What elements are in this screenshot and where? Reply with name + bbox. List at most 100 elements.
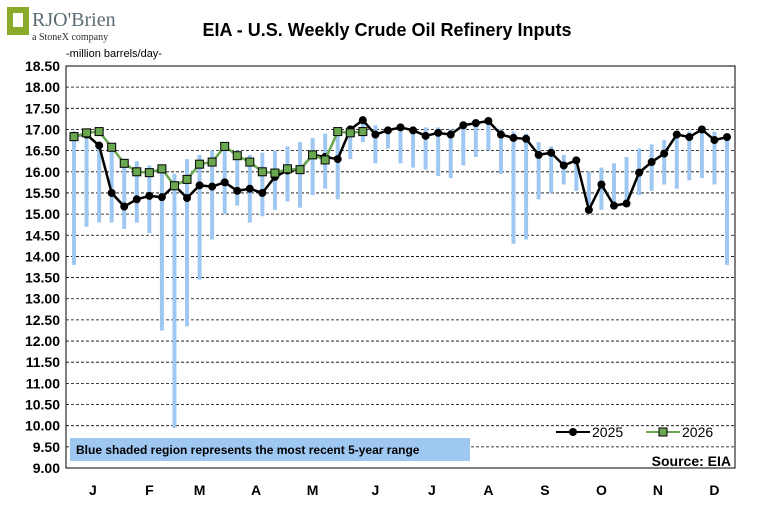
y-tick-label: 15.50 <box>25 185 60 201</box>
point-2026 <box>333 127 343 137</box>
y-tick-label: 9.00 <box>33 460 60 476</box>
point-2025 <box>710 136 719 145</box>
point-2026 <box>144 168 154 178</box>
y-tick-label: 11.50 <box>26 354 60 370</box>
y-tick-label: 15.00 <box>25 206 60 222</box>
point-2025 <box>547 148 556 157</box>
point-2025 <box>258 188 267 197</box>
point-2026 <box>195 159 205 169</box>
point-2026 <box>232 151 242 161</box>
point-2025 <box>409 126 418 135</box>
annotation-box <box>70 438 470 461</box>
range-bar <box>185 159 190 327</box>
point-2025 <box>559 161 568 170</box>
point-2025 <box>647 158 656 167</box>
range-bar <box>511 131 516 244</box>
range-bar <box>725 135 729 265</box>
point-2025 <box>208 182 217 191</box>
point-2026 <box>107 142 117 152</box>
logo-mark-inner <box>13 13 23 27</box>
point-2026 <box>169 181 179 191</box>
range-bar <box>260 152 265 217</box>
range-bar <box>561 154 566 185</box>
point-2025 <box>120 202 129 211</box>
range-bar <box>524 133 529 240</box>
point-2025 <box>434 128 443 137</box>
y-axis-label: -million barrels/day- <box>66 48 162 60</box>
y-tick-label: 18.00 <box>25 79 60 95</box>
point-2026 <box>220 141 230 151</box>
point-2025 <box>496 130 505 139</box>
y-tick-label: 10.00 <box>25 418 60 434</box>
x-tick-label: N <box>653 482 663 498</box>
range-bar <box>235 150 240 206</box>
legend-2026-marker <box>658 427 668 437</box>
range-bar <box>536 142 541 200</box>
y-tick-label: 13.00 <box>25 291 60 307</box>
plot-border <box>65 65 736 469</box>
point-2025 <box>333 155 342 164</box>
annotation: Blue shaded region represents the most r… <box>70 438 470 461</box>
x-tick-label: J <box>371 482 379 498</box>
x-tick-label: A <box>251 482 261 498</box>
point-2025 <box>107 188 116 197</box>
point-2025 <box>195 181 204 190</box>
x-tick-label: S <box>540 482 549 498</box>
legend-2025-marker <box>569 428 577 436</box>
point-2025 <box>132 195 141 204</box>
point-2025 <box>446 130 455 139</box>
y-tick-label: 17.00 <box>25 121 60 137</box>
series-lines <box>69 116 731 214</box>
range-bar <box>687 131 692 181</box>
legend-2026-label: 2026 <box>682 424 713 440</box>
y-tick-label: 13.50 <box>25 270 60 286</box>
range-bar <box>84 131 89 227</box>
range-bar <box>611 163 616 204</box>
point-2025 <box>672 130 681 139</box>
y-tick-label: 10.50 <box>25 397 60 413</box>
range-bar <box>574 159 579 191</box>
point-2025 <box>471 119 480 128</box>
point-2026 <box>94 127 104 137</box>
point-2025 <box>358 116 367 125</box>
chart-title: EIA - U.S. Weekly Crude Oil Refinery Inp… <box>202 20 571 40</box>
y-tick-label: 12.50 <box>25 312 60 328</box>
point-2026 <box>132 167 142 177</box>
range-bar <box>498 129 503 174</box>
point-2025 <box>572 156 581 165</box>
point-2025 <box>371 130 380 139</box>
range-bar <box>159 165 164 331</box>
point-2025 <box>509 133 518 142</box>
range-bar <box>411 127 416 168</box>
point-2025 <box>245 184 254 193</box>
range-bar <box>599 167 604 210</box>
range-bar <box>72 131 76 265</box>
point-2025 <box>685 133 694 142</box>
point-2025 <box>183 194 192 203</box>
range-bar <box>649 144 654 191</box>
legend-2025-label: 2025 <box>592 424 623 440</box>
y-tick-label: 12.00 <box>25 333 60 349</box>
point-2025 <box>660 149 669 158</box>
range-bar <box>298 142 303 208</box>
point-2025 <box>522 134 531 143</box>
range-bar <box>712 131 717 185</box>
series-line-2026 <box>73 130 363 188</box>
point-2025 <box>597 180 606 189</box>
point-2026 <box>257 167 267 177</box>
range-bar <box>385 129 390 149</box>
point-2025 <box>383 126 392 135</box>
point-2025 <box>697 125 706 134</box>
range-bar <box>398 125 403 164</box>
point-2026 <box>82 128 92 138</box>
range-bar <box>461 123 466 166</box>
point-2025 <box>157 193 166 202</box>
range-bar <box>373 125 378 164</box>
range-bar <box>662 140 667 185</box>
range-bar <box>699 129 704 179</box>
y-tick-label: 14.50 <box>25 227 60 243</box>
range-bar <box>310 137 315 196</box>
range-bar <box>486 118 491 151</box>
range-bar <box>624 156 629 202</box>
point-2026 <box>308 150 318 160</box>
